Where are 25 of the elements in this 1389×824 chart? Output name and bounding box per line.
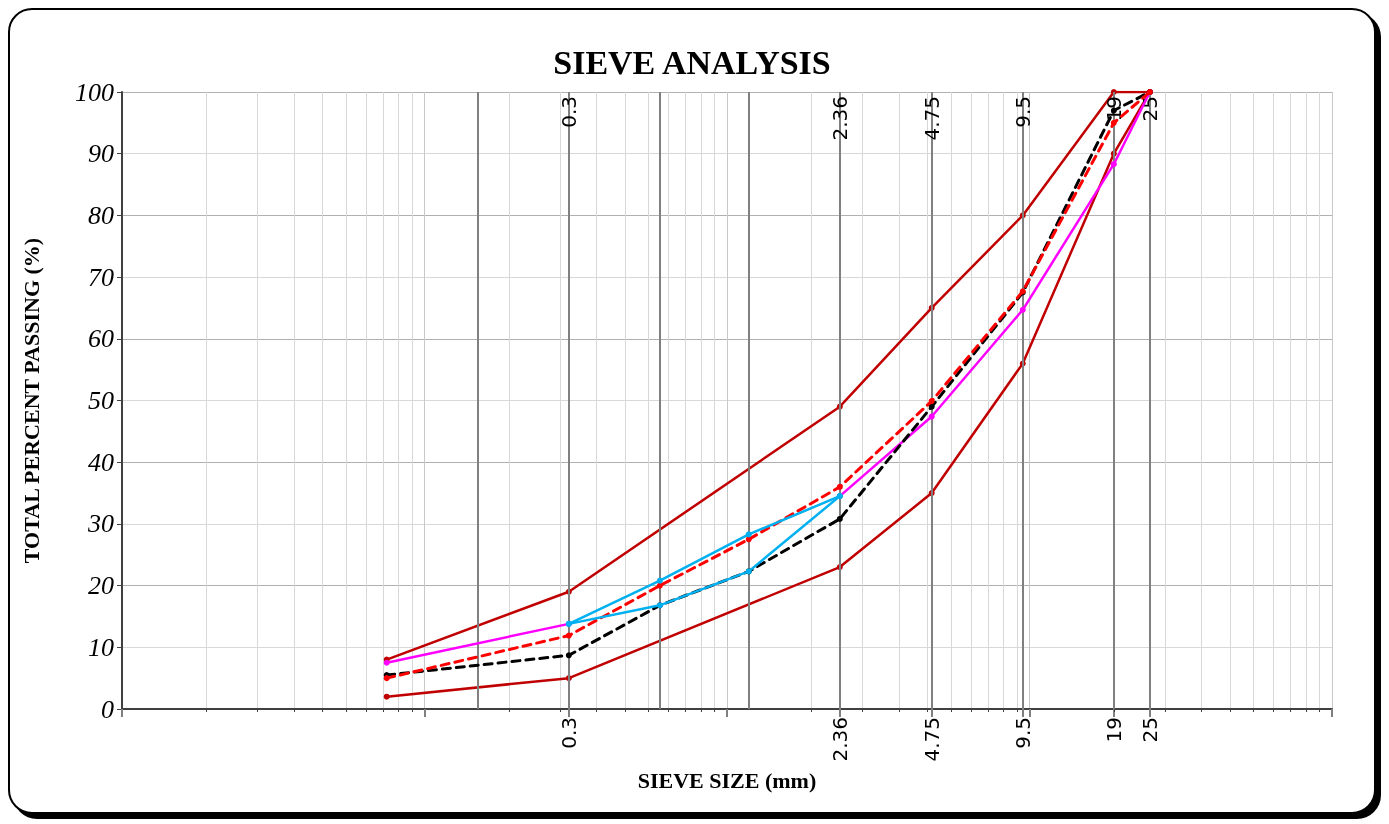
ref-line-label: 9.5 xyxy=(1010,717,1035,749)
ref-line-label: 25 xyxy=(1137,717,1162,743)
y-tick-label: 100 xyxy=(75,77,114,107)
ref-line-label: 4.75 xyxy=(919,717,944,762)
y-tick-label: 30 xyxy=(87,509,114,539)
y-tick-label: 90 xyxy=(88,139,114,169)
y-tick-label: 10 xyxy=(88,632,114,662)
x-tick-label: 0.3 xyxy=(556,96,581,128)
y-tick-label: 0 xyxy=(101,694,114,724)
ref-line-label: 19 xyxy=(1101,717,1126,743)
y-tick-label: 40 xyxy=(88,447,114,477)
ref-line-label: 0.3 xyxy=(556,717,581,749)
y-tick-label: 70 xyxy=(88,262,114,292)
y-axis-title: TOTAL PERCENT PASSING (%) xyxy=(18,237,44,564)
x-axis-title: SIEVE SIZE (mm) xyxy=(637,767,817,793)
x-tick-label: 9.5 xyxy=(1010,96,1035,128)
x-tick-label: 19 xyxy=(1101,96,1126,122)
x-tick-label: 2.36 xyxy=(827,96,852,141)
y-tick-label: 60 xyxy=(88,324,114,354)
y-tick-label: 50 xyxy=(88,386,114,415)
x-tick-label: 4.75 xyxy=(919,96,944,141)
y-tick-label: 80 xyxy=(88,200,114,230)
ref-line-label: 2.36 xyxy=(827,717,852,762)
chart-title: SIEVE ANALYSIS xyxy=(553,43,831,81)
y-tick-label: 20 xyxy=(88,571,114,601)
